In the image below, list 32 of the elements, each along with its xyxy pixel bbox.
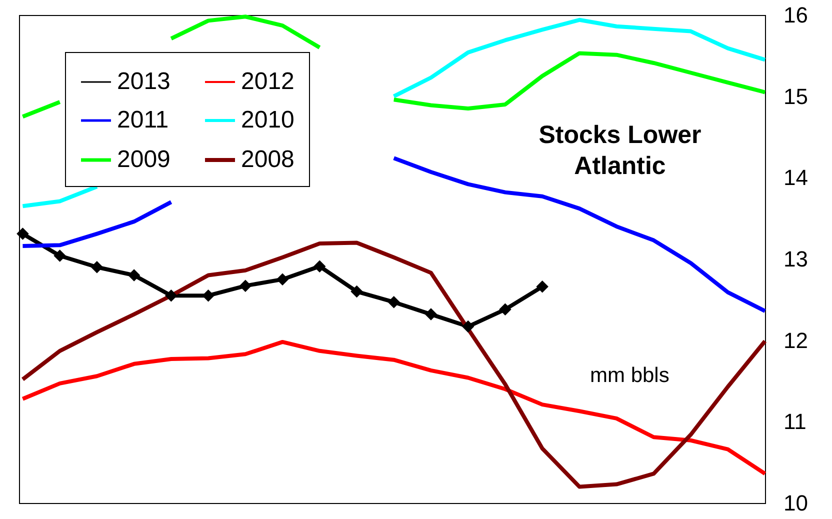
point — [350, 285, 363, 298]
y-tick-label: 13 — [784, 246, 808, 272]
point — [54, 250, 66, 262]
point — [388, 296, 400, 308]
legend-label: 2010 — [241, 106, 294, 134]
line-series — [20, 340, 767, 476]
legend-label: 2008 — [241, 146, 294, 173]
point — [499, 303, 512, 316]
legend-label: 2012 — [241, 68, 294, 95]
point — [90, 261, 104, 274]
y-tick-label: 16 — [784, 2, 808, 28]
y-tick-label: 15 — [784, 84, 808, 109]
point — [165, 289, 178, 302]
point — [314, 260, 326, 272]
point — [424, 308, 438, 320]
text: Stocks Lower Atlantic — [538, 120, 702, 182]
legend-label: 2013 — [117, 68, 170, 95]
point — [536, 280, 548, 293]
legend-label: 2011 — [117, 106, 169, 134]
y-tick-label: 14 — [784, 165, 808, 190]
legend-label: 2009 — [117, 146, 170, 173]
y-tick-label: 10 — [784, 490, 808, 516]
point — [239, 280, 252, 292]
point — [202, 289, 214, 302]
y-tick-label: 12 — [784, 328, 808, 353]
annotation: mm bbls — [590, 364, 670, 388]
point — [276, 273, 289, 286]
y-tick-label: 11 — [784, 409, 806, 434]
point — [16, 228, 29, 240]
point — [128, 269, 140, 282]
point — [462, 320, 474, 333]
line-series — [20, 240, 767, 489]
